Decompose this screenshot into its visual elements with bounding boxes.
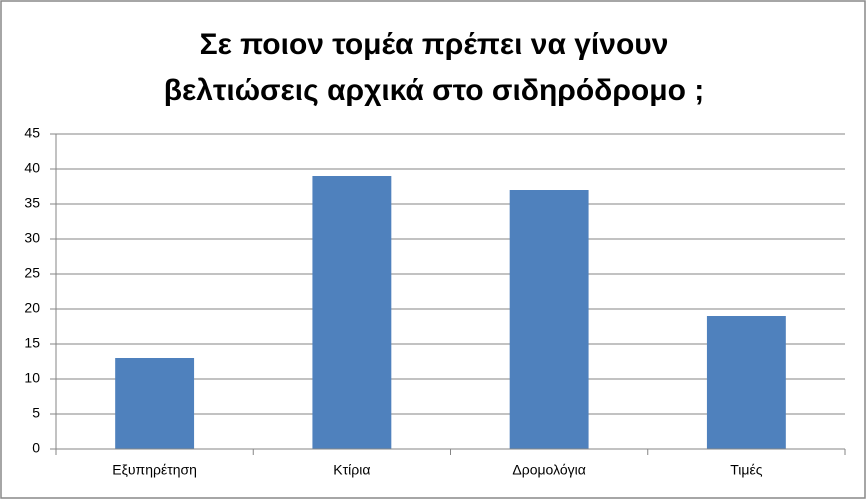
y-tick-label: 40 (24, 160, 40, 176)
y-tick-label: 5 (32, 405, 40, 421)
y-tick-label: 30 (24, 230, 40, 246)
y-tick-label: 25 (24, 265, 40, 281)
y-tick-label: 35 (24, 195, 40, 211)
chart-title: Σε ποιον τομέα πρέπει να γίνουν (200, 28, 669, 61)
x-tick-label: Τιμές (730, 462, 762, 478)
y-tick-label: 45 (24, 125, 40, 141)
y-tick-label: 15 (24, 335, 40, 351)
bar (312, 176, 392, 449)
y-tick-label: 0 (32, 440, 40, 456)
bar (706, 316, 786, 449)
y-tick-label: 10 (24, 370, 40, 386)
bar (509, 190, 589, 449)
bar (115, 358, 195, 449)
x-tick-label: Εξυπηρέτηση (112, 462, 197, 478)
y-tick-label: 20 (24, 300, 40, 316)
x-tick-label: Δρομολόγια (512, 462, 585, 478)
chart-title: βελτιώσεις αρχικά στο σιδηρόδρομο ; (164, 74, 705, 107)
x-tick-label: Κτίρια (333, 462, 370, 478)
